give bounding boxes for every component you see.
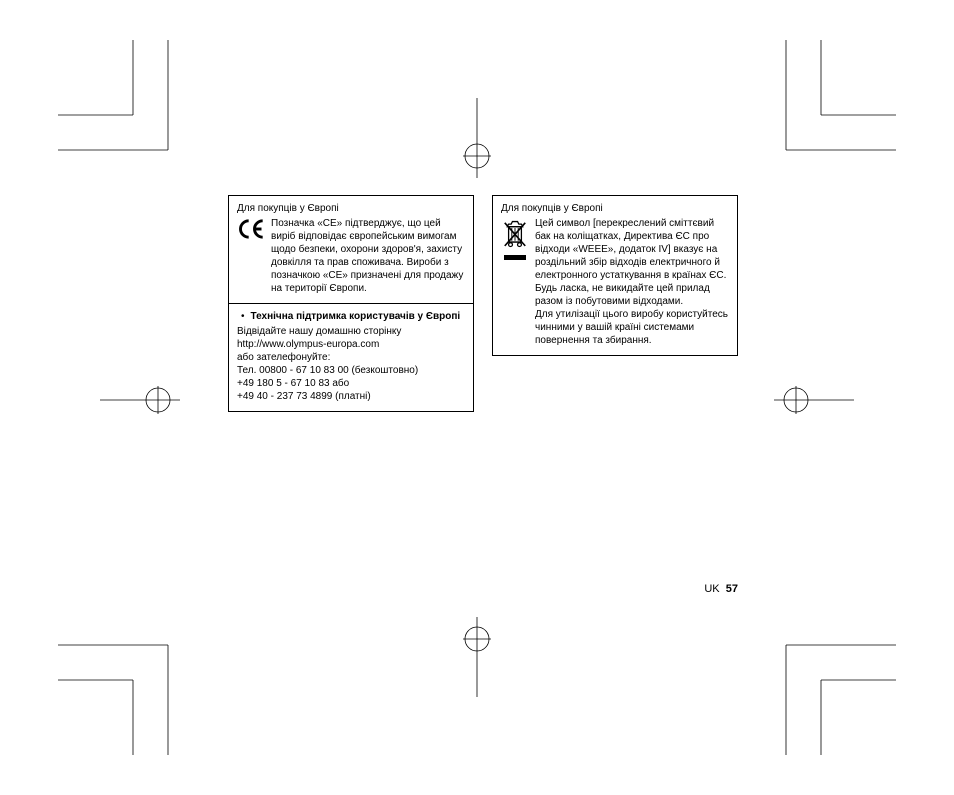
bullet-icon: •: [241, 310, 245, 323]
weee-bin-icon: [501, 217, 529, 260]
ce-notice-header: Для покупців у Європі: [237, 202, 465, 215]
weee-bar-icon: [504, 255, 526, 260]
support-box: • Технічна підтримка користувачів у Євро…: [228, 303, 474, 412]
ce-mark-icon: [237, 217, 265, 239]
support-tel-1: Тел. 00800 - 67 10 83 00 (безкоштовно): [237, 364, 465, 377]
ce-notice-body: Позначка «СЕ» підтверджує, що цей виріб …: [271, 217, 465, 295]
weee-notice-box: Для покупців у Європі: [492, 195, 738, 356]
support-heading: Технічна підтримка користувачів у Європі: [251, 310, 461, 323]
support-url: http://www.olympus-europa.com: [237, 338, 465, 351]
right-column: Для покупців у Європі: [492, 195, 738, 355]
ce-notice-box: Для покупців у Європі Позначка «СЕ» підт…: [228, 195, 474, 304]
support-line-or-call: або зателефонуйте:: [237, 351, 465, 364]
weee-para-1: Цей символ [перекреслений сміттєвий бак …: [535, 217, 729, 282]
page-lang: UK: [704, 583, 719, 595]
support-line-visit: Відвідайте нашу домашню сторінку: [237, 325, 465, 338]
page-footer: UK 57: [704, 583, 738, 595]
support-tel-3: +49 40 - 237 73 4899 (платні): [237, 390, 465, 403]
crop-mark-bottom-right: [746, 605, 896, 755]
registration-mark-top: [457, 98, 497, 178]
crop-mark-top-right: [746, 40, 896, 190]
support-tel-2: +49 180 5 - 67 10 83 або: [237, 377, 465, 390]
left-column: Для покупців у Європі Позначка «СЕ» підт…: [228, 195, 474, 411]
weee-para-3: Для утилізації цього виробу користуйтесь…: [535, 308, 729, 347]
registration-mark-left: [100, 380, 180, 420]
crop-mark-bottom-left: [58, 605, 208, 755]
registration-mark-right: [774, 380, 854, 420]
weee-notice-header: Для покупців у Європі: [501, 202, 729, 215]
registration-mark-bottom: [457, 617, 497, 697]
page-number: 57: [726, 583, 738, 595]
content-columns: Для покупців у Європі Позначка «СЕ» підт…: [228, 195, 738, 411]
weee-para-2: Будь ласка, не викидайте цей прилад разо…: [535, 282, 729, 308]
crop-mark-top-left: [58, 40, 208, 190]
